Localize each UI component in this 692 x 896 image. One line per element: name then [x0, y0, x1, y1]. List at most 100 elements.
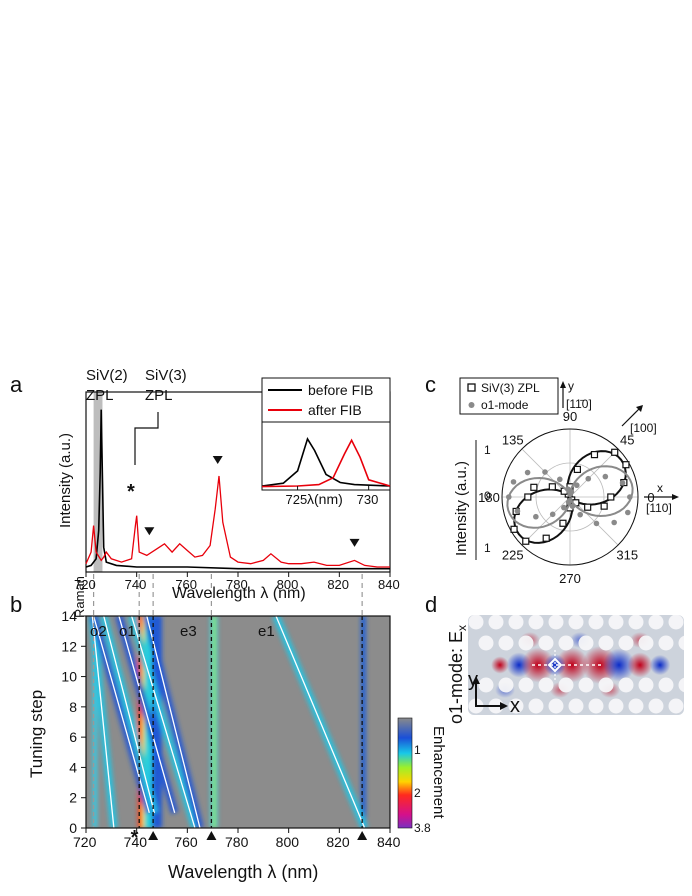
triangle-marker-b	[357, 831, 368, 840]
polar-point-o1	[557, 476, 563, 483]
field-lobe	[603, 648, 635, 682]
polar-grid	[501, 428, 639, 566]
lattice-hole	[518, 635, 534, 651]
y-tick-label-b: 2	[69, 790, 77, 806]
polar-angle-label: 315	[616, 547, 638, 562]
lattice-hole	[518, 677, 534, 693]
polar-point-o1	[567, 491, 573, 498]
y-tick-label-b: 12	[61, 638, 77, 654]
polar-point-siv3	[542, 534, 550, 542]
center-diamond-icon	[547, 657, 563, 673]
lattice-hole	[558, 677, 574, 693]
lattice-hole	[508, 615, 524, 630]
x-tick-label-b: 760	[174, 834, 198, 850]
field-lobe	[491, 656, 509, 674]
mode-tracks	[91, 616, 366, 828]
lattice-hole	[658, 677, 674, 693]
triangle-marker-a	[212, 456, 223, 465]
highlight-band	[93, 392, 103, 572]
inset-tick-label: 730	[357, 492, 379, 507]
panel-label-b: b	[10, 592, 22, 617]
polar-outer-ring	[501, 428, 639, 566]
polar-point-o1	[565, 486, 571, 492]
polar-point-siv3	[548, 483, 556, 491]
lattice-hole	[478, 677, 494, 693]
x-tick-label-a: 740	[125, 577, 147, 592]
lattice-hole	[558, 635, 574, 651]
lattice-hole	[548, 698, 564, 714]
radial-label-bottom: 1	[484, 541, 491, 555]
legend-label-o1: o1-mode	[481, 398, 529, 412]
lattice-hole	[578, 635, 594, 651]
colorbar-tick-3: 3.8	[414, 821, 431, 835]
heatmap-background	[86, 616, 390, 828]
polar-point-siv3	[590, 450, 599, 459]
polar-point-siv3	[600, 502, 608, 510]
y-tick-label-b: 0	[69, 820, 77, 836]
lattice-hole	[488, 615, 504, 630]
polar-point-siv3	[510, 525, 518, 533]
polar-point-o1	[549, 511, 556, 518]
legend-marker-siv3	[467, 383, 476, 392]
x-tick-label-a: 820	[327, 577, 349, 592]
lattice-hole	[568, 615, 584, 630]
polar-point-siv3	[559, 519, 567, 527]
lattice-hole	[588, 698, 604, 714]
y-tick-label-b: 14	[61, 608, 77, 624]
series-after-fib	[85, 475, 390, 568]
crystal-axis-1-10: [11̄0]	[566, 397, 592, 411]
x-tick-label-a: 800	[277, 577, 299, 592]
field-lobe	[649, 654, 671, 676]
arrowhead-x-icon	[672, 494, 679, 500]
x-tick-label-b: 820	[326, 834, 350, 850]
y-tick-label-b: 8	[69, 699, 77, 715]
polar-data	[506, 448, 634, 545]
axis-arrows	[475, 680, 504, 707]
radial-label-top: 1	[484, 443, 491, 457]
axis-label-y-d: y	[468, 669, 478, 691]
inset-series-after	[261, 438, 391, 488]
lattice-hole	[588, 615, 604, 630]
lattice-hole	[618, 677, 634, 693]
polar-spoke	[521, 496, 571, 546]
mode-track-line	[146, 616, 201, 828]
heatmap-band	[92, 616, 98, 828]
polar-point-o1	[561, 504, 567, 511]
siv3-pointer	[134, 412, 159, 465]
inset-series-before	[261, 436, 391, 487]
legend-label-siv3: SiV(3) ZPL	[481, 381, 540, 395]
polar-point-siv3	[622, 461, 630, 469]
lattice-hole	[498, 635, 514, 651]
arrowhead-100-icon	[636, 405, 643, 412]
annotation-zpl-3: ZPL	[145, 387, 173, 404]
colorbar-label: Enhancement	[430, 726, 447, 819]
triangle-marker-b	[206, 831, 217, 840]
arrowhead-y-icon	[560, 381, 566, 388]
dashed-guides-b	[92, 616, 363, 828]
inset-ticks: 725 730	[286, 486, 379, 507]
mode-track-line	[275, 616, 366, 828]
lattice-hole	[568, 698, 584, 714]
lattice-hole	[528, 698, 544, 714]
lattice-hole	[628, 615, 644, 630]
annotation-siv2: SiV(2)	[86, 367, 128, 384]
x-axis-ticks-a: 720 740 760 780 800 820 840	[74, 572, 400, 592]
mode-label-e1: e1	[258, 623, 275, 640]
field-lobe	[544, 654, 566, 676]
polar-point-siv3	[530, 483, 538, 491]
lattice-hole	[548, 615, 564, 630]
lattice-hole	[608, 698, 624, 714]
mode-track-line	[92, 616, 150, 814]
arrowhead-right-icon	[500, 702, 508, 710]
x-axis-title-a: Wavelength λ (nm)	[172, 585, 306, 602]
polar-point-o1	[567, 497, 573, 504]
lattice-hole	[628, 698, 644, 714]
lattice-hole	[668, 698, 684, 714]
field-lobe	[555, 647, 589, 683]
mode-label-o2: o2	[90, 623, 107, 640]
legend-box-c	[459, 377, 559, 415]
lattice-hole	[498, 677, 514, 693]
x-tick-label-a: 760	[175, 577, 197, 592]
polar-point-o1	[619, 480, 626, 486]
